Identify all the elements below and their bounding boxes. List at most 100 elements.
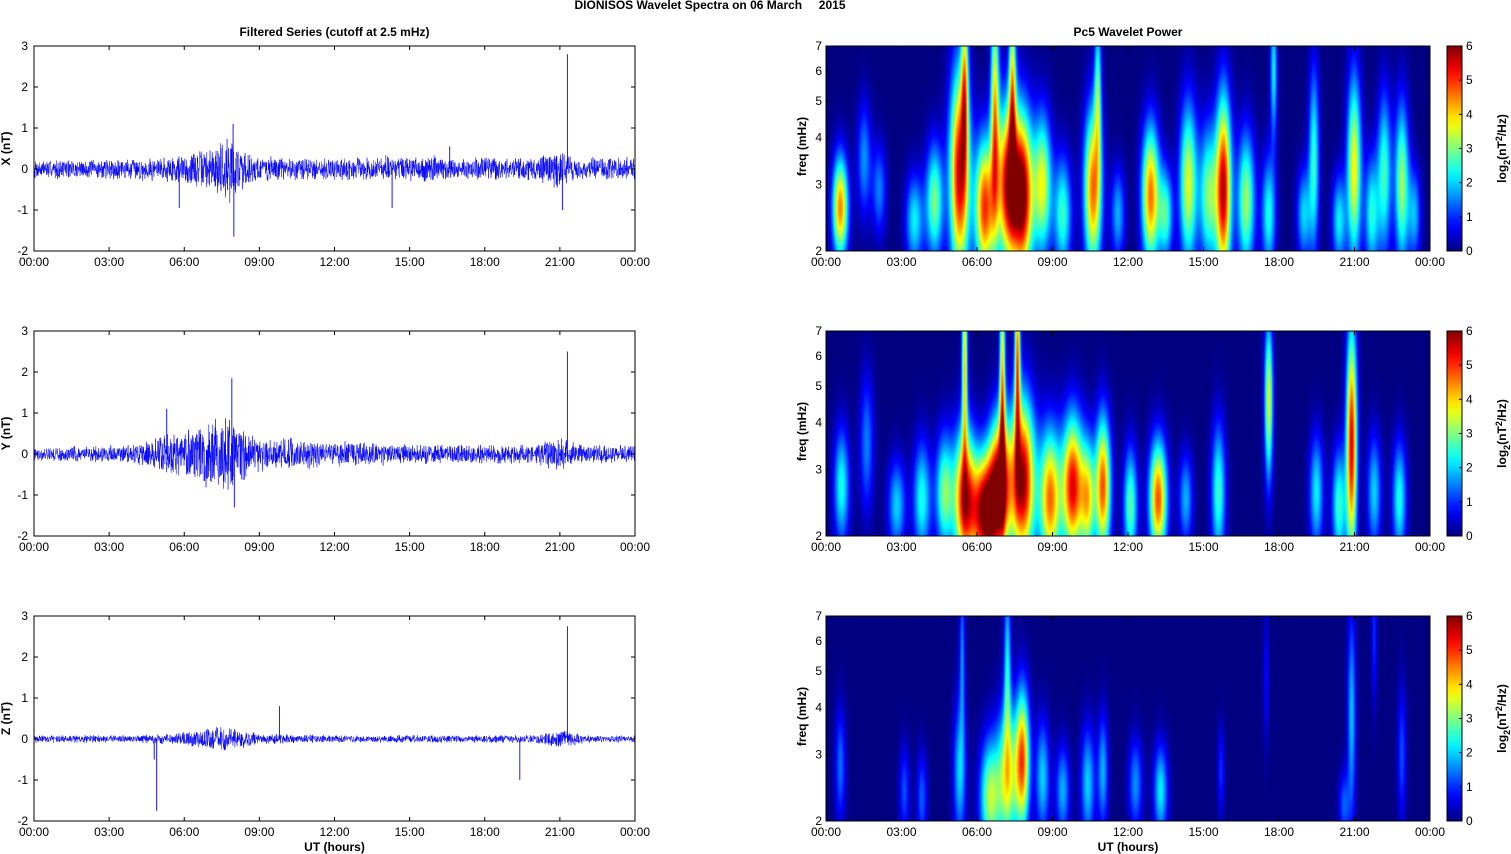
wavelet-y-xtick-label: 03:00 bbox=[886, 540, 916, 554]
wavelet-y-colorbar-label-part: 2 bbox=[1494, 421, 1504, 426]
series-y-ytick-label: -1 bbox=[17, 488, 28, 502]
wavelet-z-colorbar-label-part: 2 bbox=[1502, 730, 1511, 735]
series-x-xtick-label: 12:00 bbox=[319, 255, 349, 269]
wavelet-x-ytick-label: 7 bbox=[815, 39, 822, 53]
wavelet-y-colorbar-label: log2(nT2/Hz) bbox=[1494, 399, 1511, 468]
series-x-ytick-label: 2 bbox=[21, 80, 28, 94]
wavelet-z-xtick-label: 00:00 bbox=[1415, 825, 1445, 839]
series-y-xtick-label: 00:00 bbox=[19, 540, 49, 554]
wavelet-z-ytick-label: 6 bbox=[815, 634, 822, 648]
series-x-series-line bbox=[34, 138, 635, 204]
wavelet-x-xtick-label: 09:00 bbox=[1037, 255, 1067, 269]
series-x-xtick-label: 06:00 bbox=[169, 255, 199, 269]
figure-title: DIONISOS Wavelet Spectra on 06 March 201… bbox=[575, 0, 846, 12]
wavelet-x-heatmap-canvas bbox=[826, 46, 1430, 251]
wavelet-z-colorbar-label-part: /Hz) bbox=[1495, 684, 1509, 706]
wavelet-x-colorbar-tick-label: 1 bbox=[1466, 210, 1473, 224]
wavelet-z-ylabel: freq (mHz) bbox=[795, 687, 809, 746]
series-z-ylabel: Z (nT) bbox=[0, 702, 13, 735]
series-x-ytick-label: -2 bbox=[17, 244, 28, 258]
wavelet-x-xtick-label: 12:00 bbox=[1113, 255, 1143, 269]
series-y-xtick-label: 03:00 bbox=[94, 540, 124, 554]
wavelet-x-ytick-label: 6 bbox=[815, 64, 822, 78]
wavelet-x-ytick-label: 5 bbox=[815, 94, 822, 108]
wavelet-y-colorbar-label-part: 2 bbox=[1502, 445, 1511, 450]
wavelet-z-colorbar-tick-label: 3 bbox=[1466, 712, 1473, 726]
wavelet-y-colorbar-tick-label: 3 bbox=[1466, 427, 1473, 441]
wavelet-y-xtick-label: 18:00 bbox=[1264, 540, 1294, 554]
wavelet-y-colorbar-tick-label: 6 bbox=[1466, 324, 1473, 338]
wavelet-z-colorbar-tick-label: 4 bbox=[1466, 677, 1473, 691]
series-y-ylabel: Y (nT) bbox=[0, 417, 13, 451]
series-z-series-line bbox=[34, 726, 635, 751]
series-y-ytick-label: 1 bbox=[21, 406, 28, 420]
series-z-xlabel: UT (hours) bbox=[304, 840, 365, 854]
series-x-ytick-label: 1 bbox=[21, 121, 28, 135]
series-y-xtick-label: 06:00 bbox=[169, 540, 199, 554]
wavelet-x-colorbar-label-part: 2 bbox=[1494, 136, 1504, 141]
series-z-ytick-label: -2 bbox=[17, 814, 28, 828]
wavelet-z-ytick-label: 4 bbox=[815, 701, 822, 715]
series-x-xtick-label: 21:00 bbox=[545, 255, 575, 269]
series-z-ytick-label: 1 bbox=[21, 691, 28, 705]
series-z-xtick-label: 06:00 bbox=[169, 825, 199, 839]
wavelet-y-colorbar-tick-label: 4 bbox=[1466, 392, 1473, 406]
wavelet-z-heatmap bbox=[826, 616, 1430, 821]
series-x-plot-area bbox=[34, 46, 635, 251]
wavelet-x-xtick-label: 06:00 bbox=[962, 255, 992, 269]
wavelet-z-colorbar-label-part: 2 bbox=[1494, 706, 1504, 711]
wavelet-x-colorbar-label: log2(nT2/Hz) bbox=[1494, 114, 1511, 183]
wavelet-y-ytick-label: 3 bbox=[815, 463, 822, 477]
series-z-xtick-label: 03:00 bbox=[94, 825, 124, 839]
wavelet-x-xtick-label: 00:00 bbox=[1415, 255, 1445, 269]
wavelet-z-xtick-label: 09:00 bbox=[1037, 825, 1067, 839]
series-y-xtick-label: 18:00 bbox=[470, 540, 500, 554]
wavelet-z-colorbar-tick-label: 1 bbox=[1466, 780, 1473, 794]
series-y-ytick-label: 0 bbox=[21, 447, 28, 461]
wavelet-x-xtick-label: 21:00 bbox=[1339, 255, 1369, 269]
wavelet-z-xtick-label: 00:00 bbox=[811, 825, 841, 839]
series-y-xtick-label: 15:00 bbox=[395, 540, 425, 554]
series-y-ytick-label: -2 bbox=[17, 529, 28, 543]
wavelet-z-colorbar-label: log2(nT2/Hz) bbox=[1494, 684, 1511, 753]
series-x-title: Filtered Series (cutoff at 2.5 mHz) bbox=[239, 25, 429, 39]
wavelet-z-ytick-label: 3 bbox=[815, 748, 822, 762]
wavelet-z-colorbar-tick-label: 2 bbox=[1466, 746, 1473, 760]
wavelet-y-xtick-label: 21:00 bbox=[1339, 540, 1369, 554]
wavelet-x-colorbar-label-part: log bbox=[1495, 165, 1509, 183]
wavelet-z-xtick-label: 12:00 bbox=[1113, 825, 1143, 839]
series-z-xtick-label: 21:00 bbox=[545, 825, 575, 839]
series-x-xtick-label: 15:00 bbox=[395, 255, 425, 269]
wavelet-y-ytick-label: 2 bbox=[815, 529, 822, 543]
wavelet-x-colorbar-tick-label: 2 bbox=[1466, 176, 1473, 190]
wavelet-z-ytick-label: 5 bbox=[815, 664, 822, 678]
wavelet-z-xtick-label: 06:00 bbox=[962, 825, 992, 839]
wavelet-y-colorbar-label-part: log bbox=[1495, 450, 1509, 468]
wavelet-z-colorbar-tick-label: 6 bbox=[1466, 609, 1473, 623]
wavelet-y-colorbar-tick-label: 0 bbox=[1466, 529, 1473, 543]
wavelet-x-colorbar-tick-label: 5 bbox=[1466, 73, 1473, 87]
wavelet-y-colorbar-tick-label: 5 bbox=[1466, 358, 1473, 372]
wavelet-x-xtick-label: 18:00 bbox=[1264, 255, 1294, 269]
wavelet-x-colorbar-label-part: /Hz) bbox=[1495, 114, 1509, 136]
wavelet-x-title: Pc5 Wavelet Power bbox=[1074, 25, 1183, 39]
wavelet-y-ylabel: freq (mHz) bbox=[795, 402, 809, 461]
wavelet-x-ytick-label: 3 bbox=[815, 178, 822, 192]
wavelet-y-ytick-label: 4 bbox=[815, 416, 822, 430]
wavelet-y-heatmap bbox=[826, 331, 1430, 536]
wavelet-y-xtick-label: 09:00 bbox=[1037, 540, 1067, 554]
wavelet-x-xtick-label: 15:00 bbox=[1188, 255, 1218, 269]
wavelet-y-xtick-label: 15:00 bbox=[1188, 540, 1218, 554]
series-x-ytick-label: -1 bbox=[17, 203, 28, 217]
series-z-xtick-label: 00:00 bbox=[19, 825, 49, 839]
wavelet-x-xtick-label: 03:00 bbox=[886, 255, 916, 269]
series-z-ytick-label: -1 bbox=[17, 773, 28, 787]
wavelet-y-ytick-label: 5 bbox=[815, 379, 822, 393]
series-x-ylabel: X (nT) bbox=[0, 132, 13, 166]
series-y-ytick-label: 2 bbox=[21, 365, 28, 379]
series-z-xtick-label: 18:00 bbox=[470, 825, 500, 839]
series-z-ytick-label: 3 bbox=[21, 609, 28, 623]
wavelet-x-colorbar-tick-label: 6 bbox=[1466, 39, 1473, 53]
wavelet-x-ytick-label: 2 bbox=[815, 244, 822, 258]
